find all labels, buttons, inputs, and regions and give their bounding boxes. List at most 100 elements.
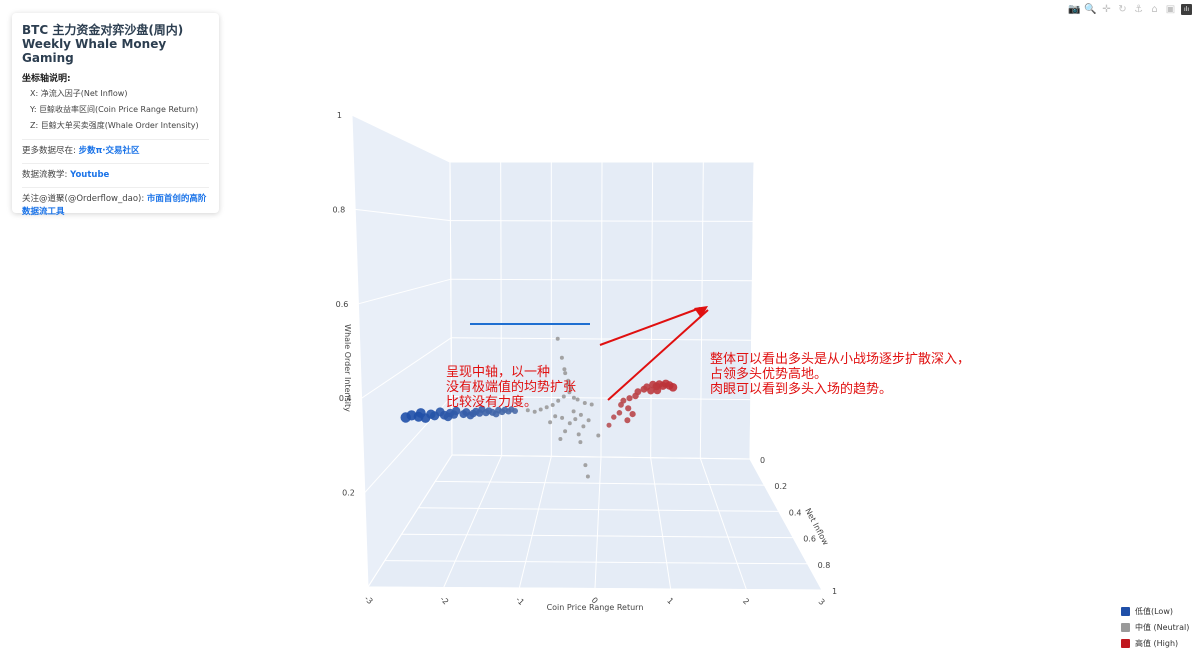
orderflow-tool-link[interactable]: 市面首创的高阶数据流工具 (22, 194, 207, 217)
grid-line (749, 161, 755, 460)
page-subtitle: Weekly Whale Money Gaming (22, 37, 167, 65)
data-point[interactable] (578, 440, 583, 445)
data-point[interactable] (571, 409, 576, 414)
reset-camera-icon[interactable]: ▣ (1165, 3, 1176, 15)
data-point[interactable] (626, 395, 633, 402)
legend-item[interactable]: 中值 (Neutral) (1121, 619, 1189, 635)
youtube-link[interactable]: Youtube (70, 170, 110, 180)
z-tick-label: 1 (337, 111, 342, 120)
data-point[interactable] (668, 383, 678, 392)
annotation-arrow (599, 307, 701, 346)
data-point[interactable] (571, 395, 576, 400)
rotate-icon[interactable]: ↻ (1118, 3, 1127, 15)
legend-item[interactable]: 高值 (High) (1121, 635, 1189, 651)
data-point[interactable] (558, 437, 563, 441)
zoom-icon[interactable]: 🔍 (1084, 3, 1097, 15)
axis-y-description: Y: 巨鲸收益率区间(Coin Price Range Return) (30, 105, 199, 114)
data-point[interactable] (525, 408, 530, 413)
x-tick-label: 0.2 (774, 482, 787, 491)
data-point[interactable] (553, 414, 558, 419)
data-point[interactable] (624, 417, 631, 424)
legend-item[interactable]: 低值(Low) (1121, 603, 1189, 619)
data-point[interactable] (565, 382, 570, 387)
legend-label: 高值 (High) (1135, 638, 1179, 648)
grid-line (600, 161, 603, 458)
data-point[interactable] (559, 355, 564, 360)
community-link[interactable]: 步数π·交易社区 (78, 146, 140, 156)
data-point[interactable] (562, 367, 567, 372)
data-point[interactable] (653, 386, 662, 395)
data-point[interactable] (589, 402, 594, 407)
axis-x-description: X: 净流入因子(Net Inflow) (30, 89, 128, 98)
data-point[interactable] (625, 405, 632, 412)
data-point[interactable] (632, 392, 639, 400)
data-point[interactable] (563, 371, 568, 376)
data-point[interactable] (586, 418, 591, 423)
data-point[interactable] (550, 403, 555, 407)
x-tick-label: 0 (760, 456, 765, 465)
info-panel: BTC 主力资金对弈沙盘(周内) Weekly Whale Money Gami… (12, 13, 219, 217)
data-point[interactable] (566, 378, 571, 383)
data-point[interactable] (647, 387, 655, 395)
data-point[interactable] (585, 474, 590, 479)
grid-line (650, 457, 672, 590)
divider (22, 139, 209, 140)
data-point[interactable] (555, 336, 560, 341)
grid-line (418, 507, 779, 512)
data-point[interactable] (575, 397, 580, 402)
legend-swatch (1121, 622, 1130, 632)
data-point[interactable] (560, 415, 565, 420)
tutorial-label: 数据流教学: (22, 170, 71, 180)
data-point[interactable] (596, 433, 601, 438)
grid-line (358, 278, 451, 305)
grid-line (351, 114, 451, 163)
grid-line (451, 337, 752, 341)
data-point[interactable] (582, 401, 587, 405)
pan-icon[interactable]: ✛ (1102, 3, 1111, 15)
data-point[interactable] (568, 386, 573, 391)
data-point[interactable] (640, 385, 648, 393)
legend-swatch (1121, 638, 1130, 648)
data-point[interactable] (573, 417, 578, 422)
annotation-text: 占领多头优势高地。 (710, 366, 827, 382)
data-point[interactable] (606, 422, 612, 428)
data-point[interactable] (567, 390, 572, 395)
grid-line (518, 456, 552, 589)
data-point[interactable] (532, 409, 537, 414)
grid-line (451, 395, 751, 401)
legend-label: 中值 (Neutral) (1135, 622, 1190, 632)
data-point[interactable] (512, 408, 518, 414)
home-icon[interactable]: ⌂ (1151, 3, 1158, 15)
data-point[interactable] (629, 411, 636, 418)
grid-line (749, 458, 823, 591)
data-point[interactable] (576, 432, 581, 437)
data-point[interactable] (452, 406, 461, 416)
y-tick-label: 2 (741, 597, 751, 607)
grid-line (699, 458, 747, 590)
annotation-text: 肉眼可以看到多头入场的趋势。 (710, 381, 892, 397)
orbit-icon[interactable]: ⚓ (1134, 3, 1143, 15)
camera-icon[interactable]: 📷 (1068, 3, 1081, 15)
data-point[interactable] (563, 429, 568, 434)
data-point[interactable] (567, 421, 572, 426)
data-point[interactable] (561, 394, 566, 399)
data-point[interactable] (578, 412, 583, 417)
data-point[interactable] (616, 410, 623, 416)
data-point[interactable] (538, 407, 543, 412)
data-point[interactable] (556, 398, 561, 403)
data-point[interactable] (583, 463, 588, 468)
data-point[interactable] (548, 420, 553, 425)
data-point[interactable] (618, 401, 624, 408)
plotly-logo-icon[interactable]: ılı (1181, 3, 1192, 15)
z-tick-label: 0.2 (342, 489, 355, 498)
annotation-arrow (607, 309, 709, 401)
data-point[interactable] (581, 424, 586, 429)
y-tick-label: 0 (590, 596, 600, 606)
data-point[interactable] (611, 414, 617, 420)
follow-label: 关注@道聚(@Orderflow_dao): (22, 194, 147, 204)
legend-label: 低值(Low) (1135, 606, 1173, 616)
z-tick-label: 0.4 (339, 394, 352, 403)
x-tick-label: 0.8 (818, 561, 831, 570)
data-point[interactable] (544, 405, 549, 410)
